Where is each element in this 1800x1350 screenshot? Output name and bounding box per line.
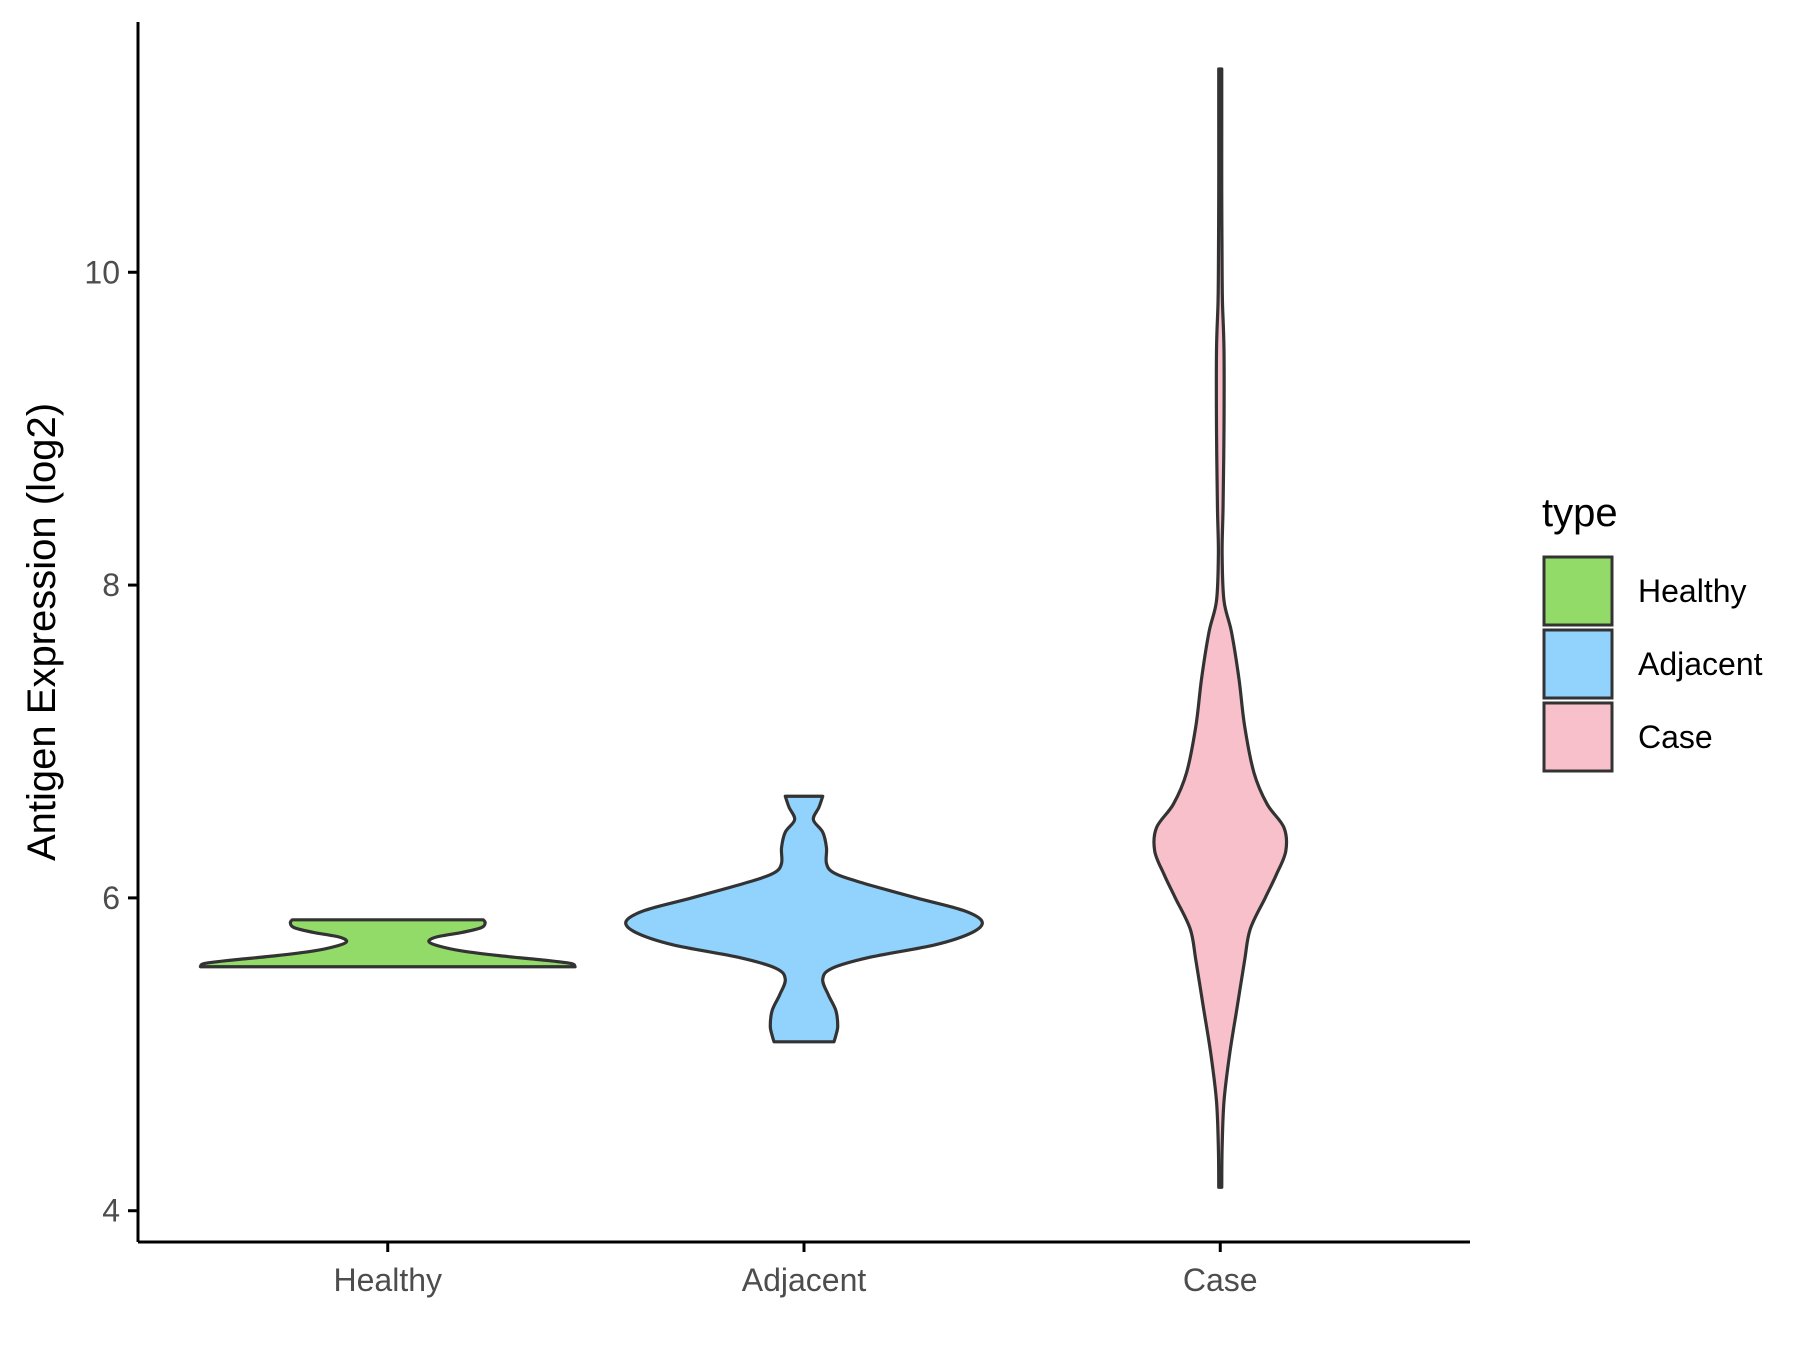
legend-title: type — [1542, 491, 1618, 535]
violin-case — [1152, 67, 1289, 1189]
y-tick-label-10: 10 — [84, 254, 120, 290]
legend-label-adjacent: Adjacent — [1638, 646, 1763, 682]
legend-swatch-case — [1542, 701, 1614, 773]
y-axis-ticks: 4 6 8 10 — [84, 254, 138, 1229]
legend-swatch-healthy — [1542, 555, 1614, 627]
x-axis-ticks: Healthy Adjacent Case — [334, 1242, 1258, 1298]
x-tick-label-healthy: Healthy — [334, 1262, 443, 1298]
legend-label-case: Case — [1638, 719, 1713, 755]
y-tick-label-8: 8 — [102, 567, 120, 603]
legend: type Healthy Adjacent Case — [1542, 491, 1763, 773]
violin-layer — [198, 67, 1289, 1189]
legend-swatch-adjacent — [1542, 628, 1614, 700]
y-tick-label-4: 4 — [102, 1193, 120, 1229]
x-tick-label-case: Case — [1183, 1262, 1258, 1298]
x-tick-label-adjacent: Adjacent — [742, 1262, 867, 1298]
y-axis-title: Antigen Expression (log2) — [20, 403, 64, 861]
y-tick-label-6: 6 — [102, 880, 120, 916]
legend-label-healthy: Healthy — [1638, 573, 1747, 609]
violin-adjacent — [624, 794, 984, 1044]
violin-healthy — [198, 918, 577, 969]
